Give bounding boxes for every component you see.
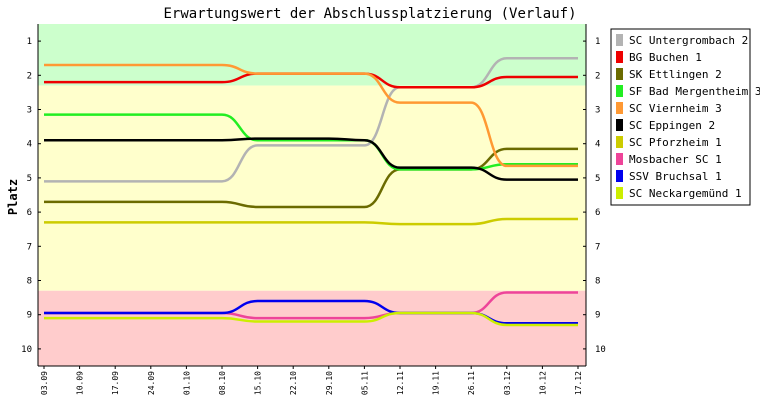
background-bands xyxy=(38,24,586,366)
y-tick-label-left: 10 xyxy=(21,345,32,355)
y-tick-label-left: 7 xyxy=(27,242,32,252)
series-line-7 xyxy=(44,217,578,226)
legend-swatch xyxy=(616,170,623,182)
x-tick-label: 10.12 xyxy=(538,371,547,395)
y-tick-label-left: 2 xyxy=(27,71,32,81)
x-tick-label: 10.09 xyxy=(76,371,85,395)
x-tick-label: 17.12 xyxy=(574,371,583,395)
legend-label: SC Eppingen 2 xyxy=(629,119,715,132)
x-tick-label: 01.10 xyxy=(182,371,191,395)
x-tick-label: 24.09 xyxy=(147,371,156,395)
legend-swatch xyxy=(616,119,623,131)
x-tick-label: 19.11 xyxy=(432,371,441,395)
y-tick-label-right: 9 xyxy=(595,311,600,321)
x-tick-label: 29.10 xyxy=(325,371,334,395)
series-line-5 xyxy=(44,63,578,168)
x-tick-label: 05.11 xyxy=(360,371,369,395)
legend-swatch xyxy=(616,51,623,63)
legend-label: SK Ettlingen 2 xyxy=(629,68,722,81)
y-tick-label-right: 7 xyxy=(595,242,600,252)
x-tick-label: 22.10 xyxy=(289,371,298,395)
legend-box xyxy=(610,28,751,206)
legend-label: SC Viernheim 3 xyxy=(629,102,722,115)
y-tick-label-right: 10 xyxy=(595,345,606,355)
y-tick-label-right: 4 xyxy=(595,140,600,150)
series-line-6 xyxy=(44,137,578,181)
legend-swatch xyxy=(616,85,623,97)
legend-swatch xyxy=(616,187,623,199)
band-2 xyxy=(38,85,586,291)
y-tick-label-right: 1 xyxy=(595,37,600,47)
series-line-4 xyxy=(44,113,578,171)
y-tick-label-right: 6 xyxy=(595,208,600,218)
x-tick-label: 08.10 xyxy=(218,371,227,395)
legend-swatch xyxy=(616,68,623,80)
legend-label: BG Buchen 1 xyxy=(629,51,702,64)
legend-swatch xyxy=(616,153,623,165)
legend-label: SC Neckargemünd 1 xyxy=(629,187,742,200)
legend-swatch xyxy=(616,136,623,148)
y-tick-label-right: 5 xyxy=(595,174,600,184)
x-tick-label: 03.09 xyxy=(40,371,49,395)
legend: SC Untergrombach 2 BG Buchen 1 SK Ettlinge… xyxy=(610,28,760,206)
x-tick-label: 17.09 xyxy=(111,371,120,395)
y-tick-label-right: 3 xyxy=(595,106,600,116)
y-tick-label-right: 2 xyxy=(595,71,600,81)
y-tick-label-left: 4 xyxy=(27,140,32,150)
y-tick-label-left: 3 xyxy=(27,106,32,116)
series-line-10 xyxy=(44,311,578,327)
axes: 1 1 2 2 3 3 4 4 5 5 6 6 7 7 8 8 9 9 10 10 03.09 10.09 17.09 24.… xyxy=(21,24,606,395)
y-axis-label: Platz xyxy=(6,179,20,215)
legend-swatch xyxy=(616,34,623,46)
series-lines xyxy=(43,56,578,327)
y-tick-label-left: 6 xyxy=(27,208,32,218)
legend-swatch xyxy=(616,102,623,114)
series-line-1 xyxy=(43,56,578,183)
x-tick-label: 26.11 xyxy=(467,371,476,395)
legend-label: SSV Bruchsal 1 xyxy=(629,170,722,183)
x-tick-label: 15.10 xyxy=(254,371,263,395)
legend-label: SF Bad Mergentheim 3 xyxy=(629,85,760,98)
legend-label: SC Untergrombach 2 xyxy=(629,34,748,47)
band-3 xyxy=(38,290,586,366)
chart-title: Erwartungswert der Abschlussplatzierung … xyxy=(163,6,576,22)
y-tick-label-right: 8 xyxy=(595,277,600,287)
y-tick-label-left: 9 xyxy=(27,311,32,321)
x-tick-label: 12.11 xyxy=(396,371,405,395)
series-line-3 xyxy=(44,147,578,209)
legend-label: Mosbacher SC 1 xyxy=(629,153,722,166)
legend-label: SC Pforzheim 1 xyxy=(629,136,722,149)
x-tick-label: 03.12 xyxy=(503,371,512,395)
band-1 xyxy=(38,24,586,86)
y-tick-label-left: 8 xyxy=(27,277,32,287)
y-tick-label-left: 1 xyxy=(27,37,32,47)
y-tick-label-left: 5 xyxy=(27,174,32,184)
